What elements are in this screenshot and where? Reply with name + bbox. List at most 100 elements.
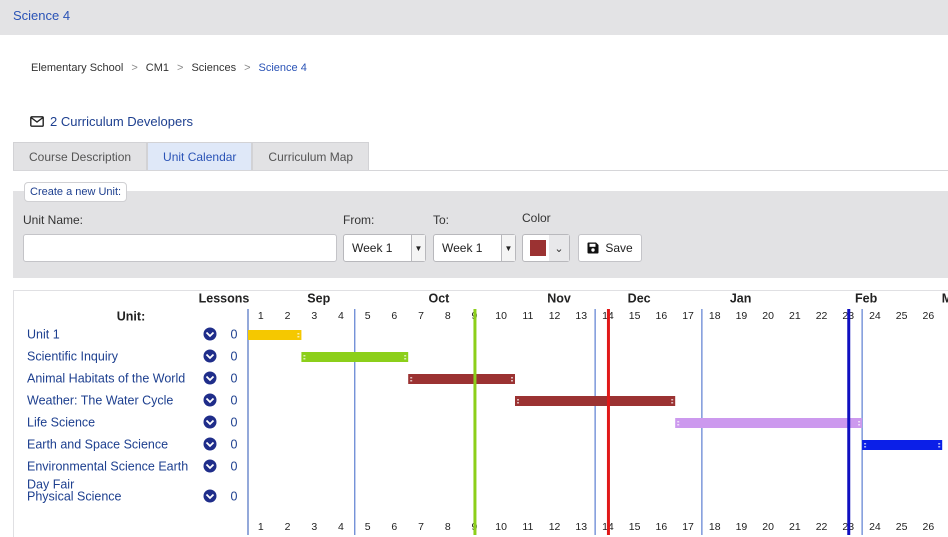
resize-handle[interactable] <box>404 355 407 357</box>
color-picker[interactable]: ⌄ <box>522 234 570 262</box>
breadcrumb-item-sciences[interactable]: Sciences <box>191 62 237 74</box>
unit-name-link[interactable]: Environmental Science Earth <box>27 459 188 473</box>
unit-column-header: Unit: <box>117 309 145 323</box>
chevron-down-icon <box>205 375 215 382</box>
resize-handle[interactable] <box>511 377 513 379</box>
resize-handle[interactable] <box>677 424 680 426</box>
breadcrumb-item-school[interactable]: Elementary School <box>31 62 124 74</box>
resize-handle[interactable] <box>671 399 674 401</box>
unit-bar[interactable] <box>675 418 863 428</box>
resize-handle[interactable] <box>303 355 306 357</box>
unit-name-link[interactable]: Earth and Space Science <box>27 437 168 451</box>
resize-handle[interactable] <box>511 380 513 382</box>
tab-unit-calendar[interactable]: Unit Calendar <box>147 142 253 170</box>
month-label-feb: Feb <box>855 291 878 305</box>
to-week-value: Week 1 <box>442 241 483 255</box>
tab-course-description[interactable]: Course Description <box>13 142 148 170</box>
unit-name-link[interactable]: Unit 1 <box>27 327 60 341</box>
resize-handle[interactable] <box>938 443 941 445</box>
create-unit-legend: Create a new Unit: <box>24 182 128 202</box>
unit-name-link[interactable]: Weather: The Water Cycle <box>27 393 173 407</box>
week-number: 18 <box>709 310 721 322</box>
week-number: 4 <box>338 521 344 533</box>
resize-handle[interactable] <box>297 336 300 338</box>
week-number: 3 <box>311 310 317 322</box>
week-number: 11 <box>522 521 533 533</box>
lesson-count: 0 <box>231 393 238 407</box>
week-number: 25 <box>896 521 908 533</box>
unit-bar[interactable] <box>408 374 515 384</box>
chevron-down-icon[interactable] <box>203 327 217 341</box>
chevron-down-icon <box>205 397 215 404</box>
color-swatch <box>530 240 546 256</box>
chevron-down-icon[interactable] <box>203 437 217 451</box>
week-number: 26 <box>923 310 935 322</box>
top-bar: Science 4 <box>0 0 948 35</box>
tab-divider <box>13 170 948 171</box>
unit-bar[interactable] <box>248 330 302 340</box>
from-label: From: <box>343 213 375 227</box>
month-label-jan: Jan <box>730 291 752 305</box>
month-label-mar: Mar <box>942 291 948 305</box>
unit-name-input[interactable] <box>23 234 337 262</box>
week-number: 1 <box>258 521 264 533</box>
curriculum-developers-link[interactable]: 2 Curriculum Developers <box>30 114 193 129</box>
chevron-down-icon[interactable] <box>203 371 217 385</box>
week-number: 17 <box>682 310 694 322</box>
lesson-count: 0 <box>231 371 238 385</box>
to-label: To: <box>433 213 450 227</box>
unit-bar[interactable] <box>515 396 676 406</box>
resize-handle[interactable] <box>517 399 519 401</box>
chevron-down-icon: ▼ <box>411 235 425 261</box>
breadcrumb-separator: > <box>244 62 251 74</box>
week-number: 7 <box>418 310 424 322</box>
app-title[interactable]: Science 4 <box>13 8 71 23</box>
month-label-nov: Nov <box>547 291 571 305</box>
unit-name-link[interactable]: Day Fair <box>27 477 74 491</box>
to-week-select[interactable]: Week 1 ▼ <box>433 234 516 262</box>
unit-name-link[interactable]: Animal Habitats of the World <box>27 371 185 385</box>
resize-handle[interactable] <box>858 424 861 426</box>
week-number: 5 <box>365 521 371 533</box>
resize-handle[interactable] <box>517 402 519 404</box>
resize-handle[interactable] <box>677 421 680 423</box>
resize-handle[interactable] <box>864 443 867 445</box>
week-number: 5 <box>365 310 371 322</box>
chevron-down-icon: ⌄ <box>549 235 569 261</box>
resize-handle[interactable] <box>303 358 306 360</box>
resize-handle[interactable] <box>858 421 861 423</box>
week-number: 10 <box>495 521 507 533</box>
unit-name-link[interactable]: Scientific Inquiry <box>27 349 119 363</box>
resize-handle[interactable] <box>410 380 413 382</box>
resize-handle[interactable] <box>297 333 300 335</box>
chevron-down-icon[interactable] <box>203 415 217 429</box>
unit-name-link[interactable]: Life Science <box>27 415 95 429</box>
chevron-down-icon[interactable] <box>203 393 217 407</box>
week-number: 16 <box>656 310 668 322</box>
save-button[interactable]: Save <box>578 234 642 262</box>
tab-curriculum-map[interactable]: Curriculum Map <box>252 142 370 170</box>
chevron-down-icon[interactable] <box>203 489 217 503</box>
week-number: 10 <box>495 310 507 322</box>
resize-handle[interactable] <box>410 377 413 379</box>
resize-handle[interactable] <box>404 358 407 360</box>
chevron-down-icon <box>205 419 215 426</box>
week-number: 1 <box>258 310 264 322</box>
unit-name-link[interactable]: Physical Science <box>27 489 122 503</box>
from-week-value: Week 1 <box>352 241 393 255</box>
resize-handle[interactable] <box>864 446 867 448</box>
breadcrumb-item-current[interactable]: Science 4 <box>258 62 307 74</box>
breadcrumb-item-cm1[interactable]: CM1 <box>145 62 169 74</box>
week-number: 12 <box>549 521 561 533</box>
chevron-down-icon[interactable] <box>203 459 217 473</box>
from-week-select[interactable]: Week 1 ▼ <box>343 234 426 262</box>
week-number: 21 <box>789 521 801 533</box>
color-label: Color <box>522 211 551 225</box>
resize-handle[interactable] <box>938 446 941 448</box>
unit-bar[interactable] <box>862 440 943 450</box>
lesson-count: 0 <box>231 459 238 473</box>
unit-bar[interactable] <box>301 352 409 362</box>
resize-handle[interactable] <box>671 402 674 404</box>
chevron-down-icon[interactable] <box>203 349 217 363</box>
